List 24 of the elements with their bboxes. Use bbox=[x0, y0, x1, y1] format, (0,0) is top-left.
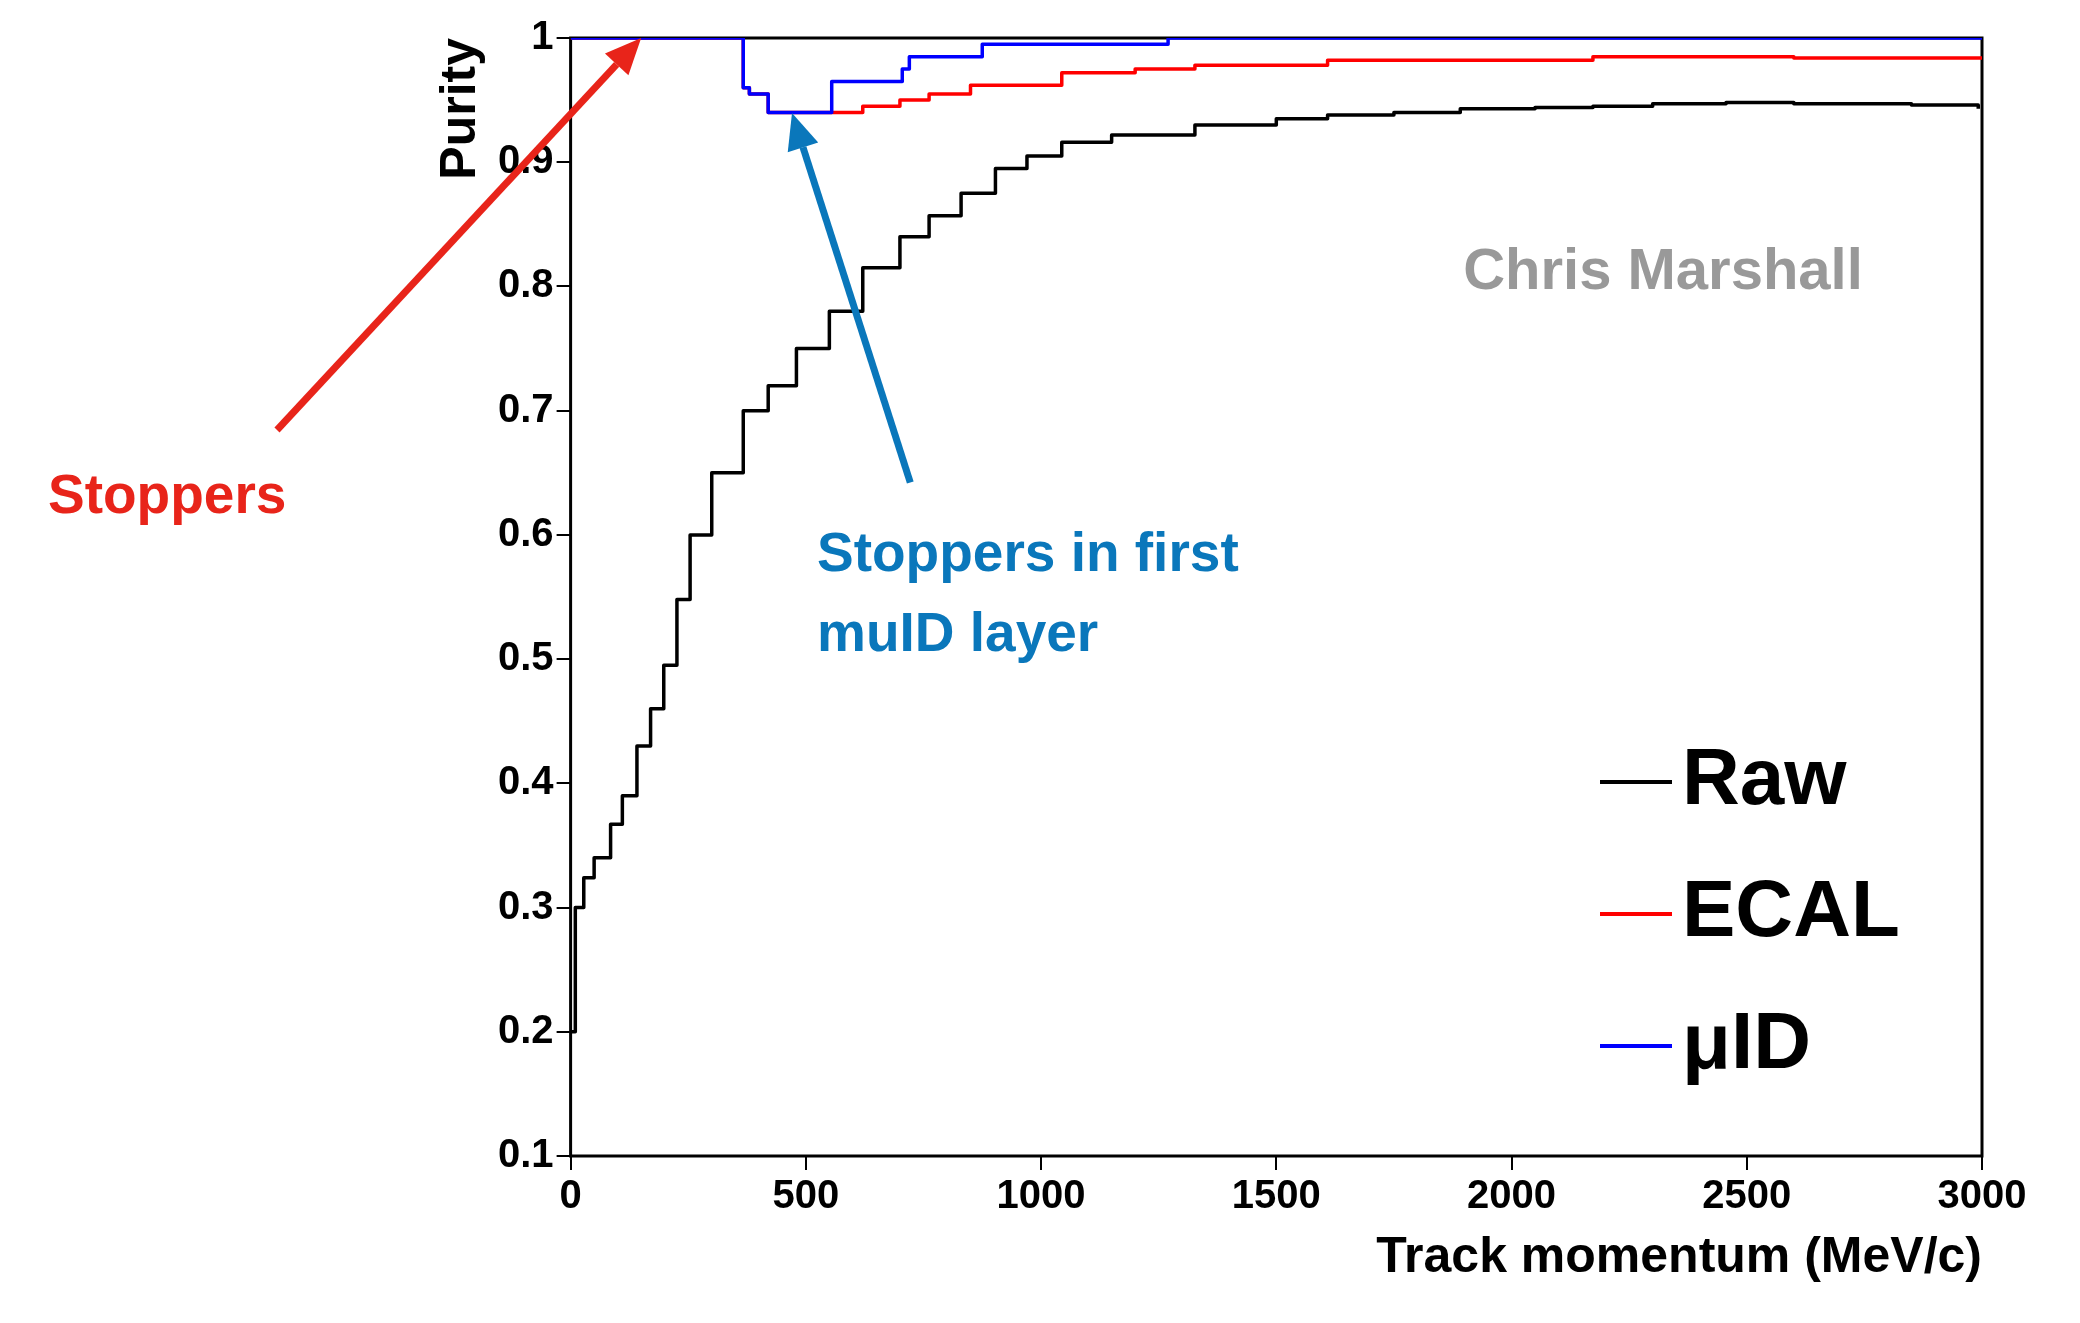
annotation: Stoppers in first muID layer bbox=[817, 521, 1239, 664]
y-tick-label: 0.5 bbox=[498, 634, 554, 679]
y-tick-label: 0.4 bbox=[498, 758, 555, 803]
legend-label: ECAL bbox=[1682, 864, 1900, 954]
y-tick-label: 1 bbox=[531, 13, 554, 58]
text: Stoppers bbox=[48, 463, 287, 526]
x-tick-label: 1500 bbox=[1231, 1172, 1321, 1217]
x-tick-label: 500 bbox=[772, 1172, 840, 1217]
x-tick-label: 2500 bbox=[1702, 1172, 1792, 1217]
y-tick-label: 0.1 bbox=[498, 1131, 554, 1176]
y-tick-label: 0.6 bbox=[498, 509, 554, 554]
x-axis-title: Track momentum (MeV/c) bbox=[1376, 1226, 1982, 1283]
y-axis-title: Purity bbox=[429, 37, 486, 180]
x-tick-label: 2000 bbox=[1467, 1172, 1557, 1217]
y-tick-label: 0.7 bbox=[498, 385, 554, 430]
y-tick-label: 0.8 bbox=[498, 261, 554, 306]
x-tick-label: 0 bbox=[559, 1172, 582, 1217]
y-tick-label: 0.2 bbox=[498, 1006, 554, 1051]
annotation: Chris Marshall bbox=[1463, 236, 1863, 301]
legend-label: Raw bbox=[1682, 732, 1848, 822]
x-tick-label: 3000 bbox=[1937, 1172, 2027, 1217]
y-tick-label: 0.3 bbox=[498, 882, 554, 927]
legend-label: μID bbox=[1682, 996, 1811, 1086]
x-tick-label: 1000 bbox=[996, 1172, 1086, 1217]
